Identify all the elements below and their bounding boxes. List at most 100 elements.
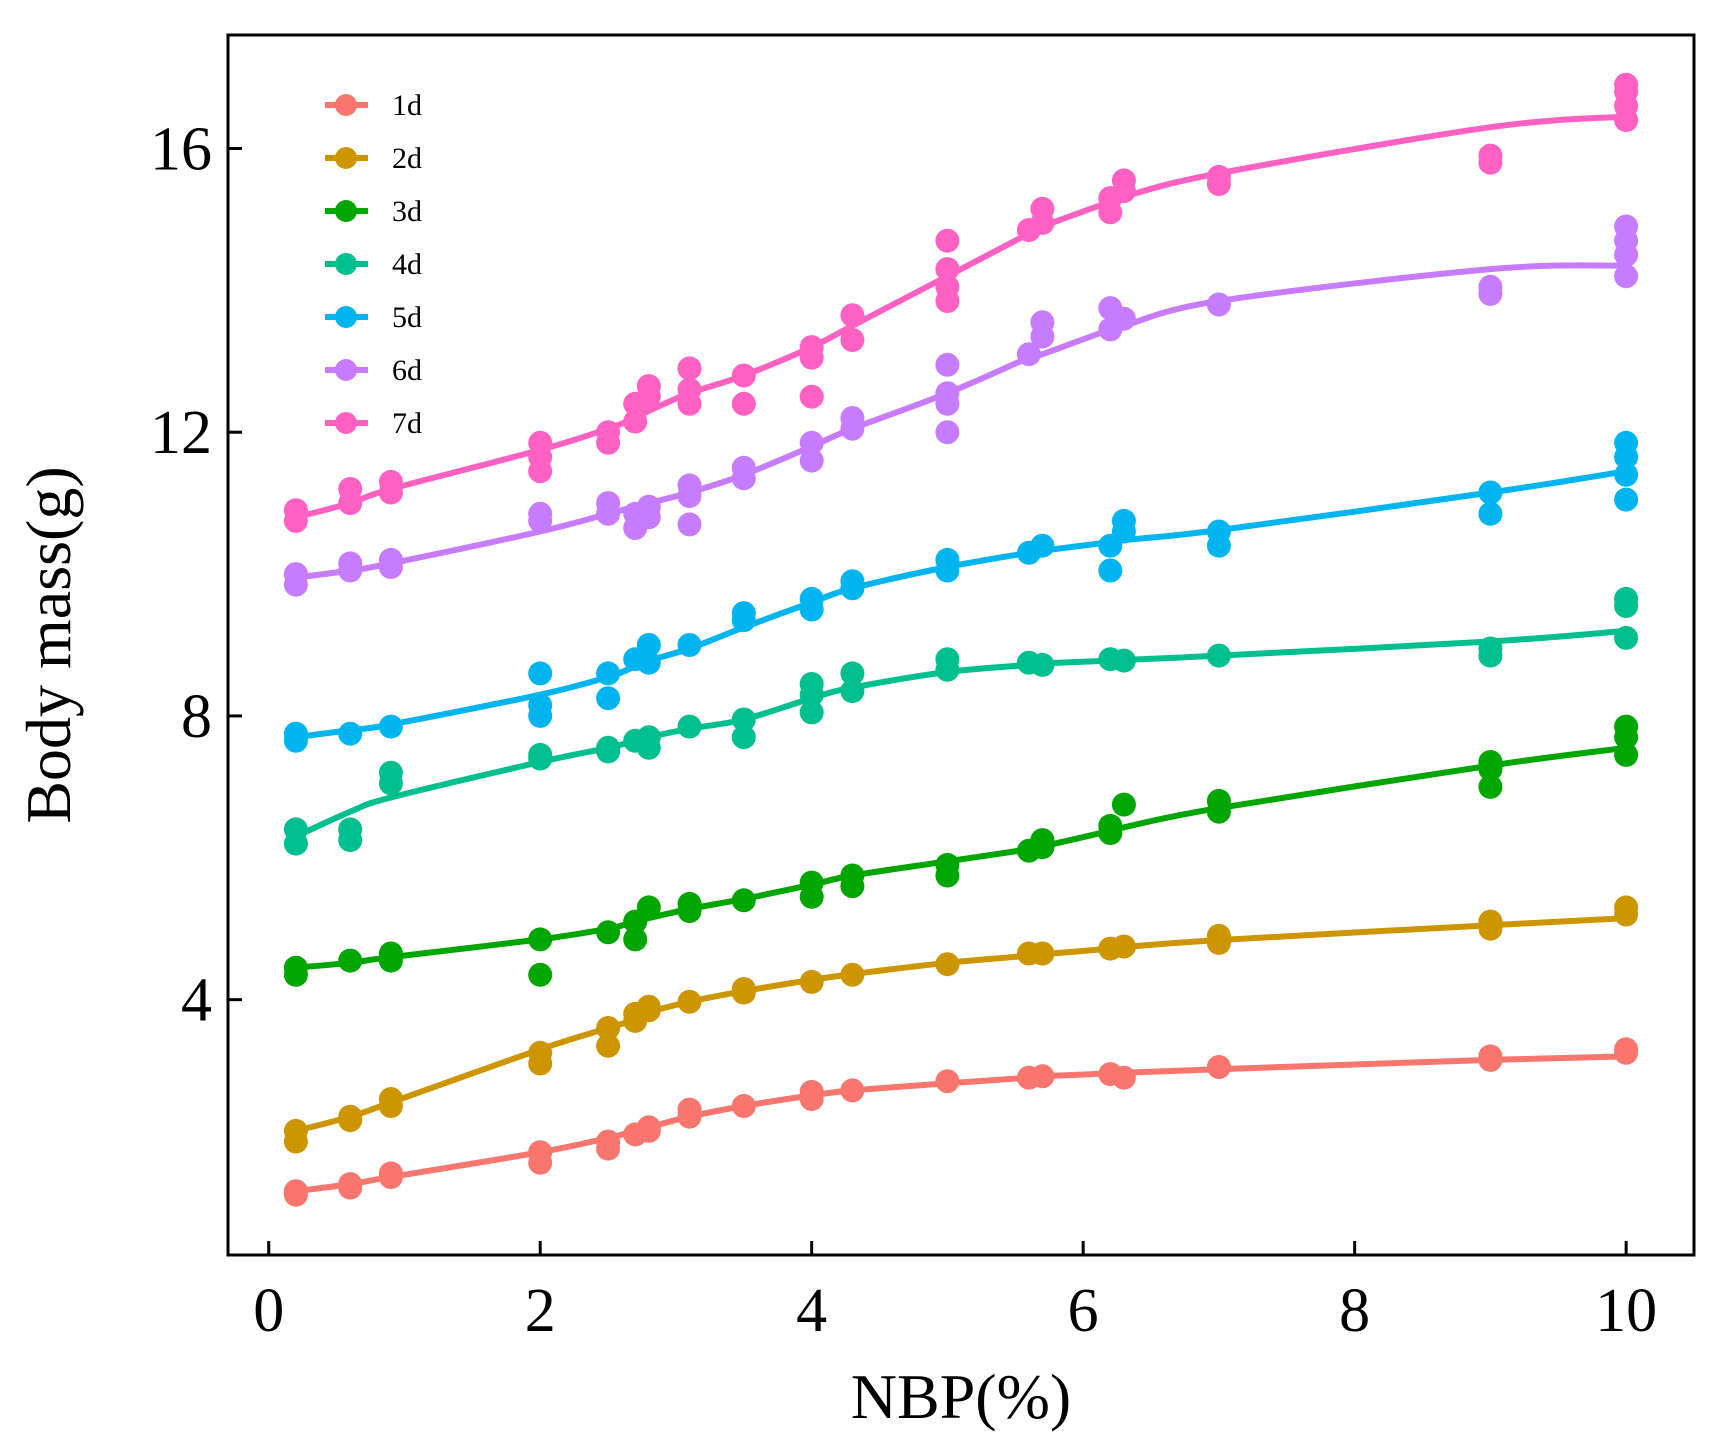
y-axis-title: Body mass(g) [13, 466, 84, 823]
data-point-4d-18 [799, 672, 824, 696]
data-point-2d-29 [1614, 895, 1639, 920]
legend-label-5d: 5d [392, 301, 422, 334]
data-point-6d-1 [283, 562, 308, 587]
data-point-7d-14 [636, 374, 661, 399]
data-point-5d-26 [1111, 508, 1136, 533]
data-point-7d-3 [338, 477, 363, 501]
data-point-1d-23 [1111, 1065, 1136, 1090]
legend-item-5d: 5d [325, 301, 422, 334]
legend-item-4d: 4d [325, 248, 422, 281]
legend-swatch-dot-3d [335, 200, 357, 222]
fit-line-4d [292, 627, 1630, 840]
data-point-5d-6 [528, 661, 553, 686]
data-point-3d-33 [1614, 714, 1639, 739]
data-point-4d-32 [1614, 586, 1639, 611]
legend-label-2d: 2d [392, 142, 422, 175]
data-point-7d-39 [1478, 143, 1503, 168]
x-tick-label-0: 0 [253, 1277, 284, 1345]
axes-layer: 0 2 4 6 8 10 4 8 12 16 [150, 115, 1657, 1345]
x-tick-label-4: 4 [796, 1277, 827, 1345]
data-point-6d-36 [1614, 264, 1639, 289]
y-tick-label-4: 4 [181, 967, 212, 1035]
data-point-2d-8 [596, 1033, 621, 1058]
legend: 1d 2d 3d 4d 5d 6d 7d [325, 89, 422, 440]
data-point-3d-10 [636, 895, 661, 920]
data-point-2d-25 [1206, 923, 1231, 948]
data-point-3d-25 [1111, 792, 1136, 817]
data-point-5d-1 [283, 721, 308, 746]
series-1d [283, 1037, 1639, 1207]
data-point-4d-3 [338, 817, 363, 842]
data-point-4d-16 [799, 700, 824, 725]
data-point-7d-17 [677, 356, 702, 381]
data-point-1d-26 [1478, 1044, 1503, 1069]
legend-swatch-dot-6d [335, 359, 357, 381]
data-point-6d-9 [596, 491, 621, 516]
data-point-5d-32 [1614, 462, 1639, 487]
data-point-4d-5 [378, 760, 403, 785]
plot-frame [226, 33, 1696, 1257]
data-point-4d-22 [935, 647, 960, 672]
y-tick-label-12: 12 [150, 399, 212, 467]
fit-line-2d [292, 915, 1630, 1134]
series-7d [283, 72, 1639, 533]
series-5d [283, 430, 1639, 753]
data-point-7d-43 [1614, 72, 1639, 97]
legend-swatch-dot-4d [335, 253, 357, 275]
fit-line-3d [292, 744, 1630, 971]
legend-swatch-dot-1d [335, 94, 357, 116]
x-tick-label-8: 8 [1339, 1277, 1370, 1345]
data-point-3d-5 [528, 962, 553, 987]
data-point-3d-28 [1478, 774, 1503, 799]
fit-line-1d [292, 1053, 1630, 1195]
fit-line-7d [292, 113, 1630, 521]
legend-label-7d: 7d [392, 407, 422, 440]
legend-item-3d: 3d [325, 195, 422, 228]
data-point-4d-14 [731, 725, 756, 750]
x-tick-label-6: 6 [1068, 1277, 1099, 1345]
series-3d [283, 714, 1639, 987]
data-point-6d-23 [935, 420, 960, 445]
data-point-5d-5 [528, 693, 553, 718]
data-point-6d-19 [799, 448, 824, 473]
data-point-6d-35 [1478, 274, 1503, 299]
data-point-5d-14 [731, 601, 756, 626]
x-axis-title: NBP(%) [851, 1361, 1071, 1432]
x-tick-label-2: 2 [525, 1277, 556, 1345]
data-point-7d-35 [1111, 168, 1136, 193]
legend-swatch-dot-5d [335, 306, 357, 328]
y-tick-label-8: 8 [181, 683, 212, 751]
data-point-7d-18 [731, 391, 756, 416]
legend-swatch-dot-2d [335, 147, 357, 169]
data-point-7d-23 [840, 328, 865, 352]
fit-line-6d [292, 262, 1630, 581]
legend-item-7d: 7d [325, 407, 422, 440]
data-point-7d-20 [799, 384, 824, 409]
legend-label-3d: 3d [392, 195, 422, 228]
legend-label-4d: 4d [392, 248, 422, 281]
data-point-5d-11 [636, 633, 661, 657]
fit-line-5d [292, 468, 1630, 741]
data-point-4d-20 [840, 661, 865, 686]
data-point-7d-28 [935, 228, 960, 253]
series-layer [283, 72, 1639, 1207]
data-point-5d-23 [1098, 558, 1123, 583]
legend-label-1d: 1d [392, 89, 422, 122]
legend-item-2d: 2d [325, 142, 422, 175]
data-point-6d-29 [1030, 310, 1055, 335]
data-point-5d-7 [596, 686, 621, 711]
data-point-2d-27 [1478, 909, 1503, 934]
data-point-5d-29 [1478, 501, 1503, 526]
data-point-5d-31 [1614, 487, 1639, 512]
series-4d [283, 586, 1639, 856]
data-point-6d-26 [935, 352, 960, 377]
x-tick-label-10: 10 [1595, 1277, 1657, 1345]
series-2d [283, 895, 1639, 1154]
data-point-5d-34 [1614, 430, 1639, 455]
legend-item-6d: 6d [325, 354, 422, 387]
legend-item-1d: 1d [325, 89, 422, 122]
data-point-6d-7 [528, 501, 553, 526]
legend-swatch-dot-7d [335, 412, 357, 434]
